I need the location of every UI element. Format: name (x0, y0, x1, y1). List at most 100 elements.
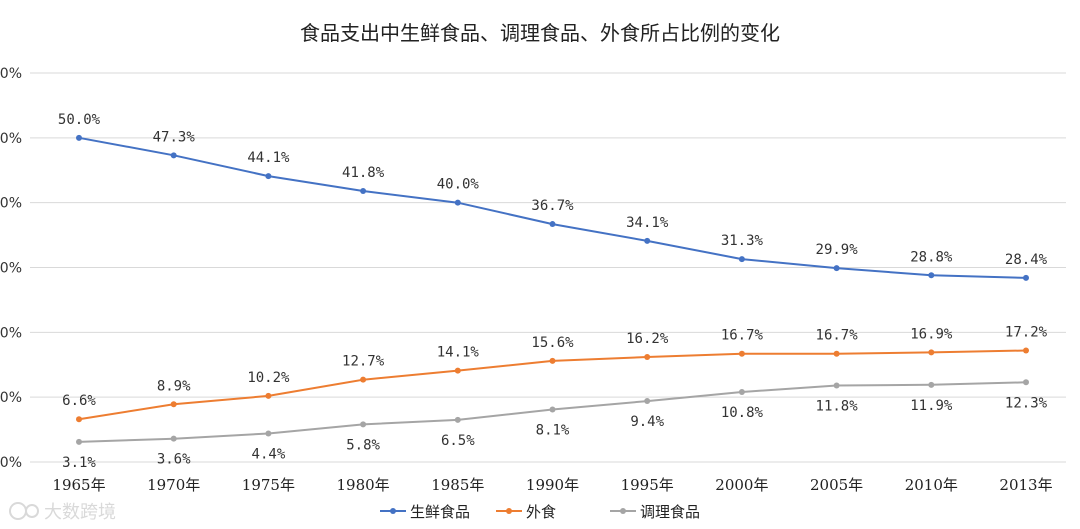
data-point (644, 237, 651, 244)
data-label: 12.7% (342, 354, 385, 370)
data-label: 47.3% (153, 129, 196, 145)
legend-label: 外食 (526, 503, 556, 521)
data-point (360, 187, 367, 194)
data-label: 16.7% (816, 328, 859, 344)
data-point (928, 381, 935, 388)
data-point (265, 430, 272, 437)
chart-title: 食品支出中生鲜食品、调理食品、外食所占比例的变化 (300, 21, 780, 45)
data-label: 6.6% (62, 393, 96, 409)
data-label: 34.1% (626, 215, 669, 231)
watermark-logo-icon (9, 502, 39, 520)
data-label: 29.9% (816, 242, 859, 258)
data-label: 16.7% (721, 328, 764, 344)
data-point (549, 221, 556, 228)
y-tick-label: 0% (0, 455, 22, 471)
data-label: 8.1% (536, 422, 570, 438)
watermark-text: 大数跨境 (44, 502, 116, 523)
data-label: 16.9% (910, 326, 953, 342)
data-point (549, 357, 556, 364)
x-tick-label: 1970年 (147, 476, 200, 494)
data-point (76, 416, 82, 423)
data-point (76, 438, 82, 445)
data-point (170, 152, 177, 159)
data-label: 50.0% (58, 112, 101, 128)
x-tick-label: 1985年 (431, 476, 484, 494)
data-label: 10.2% (247, 370, 290, 386)
data-point (928, 272, 935, 279)
data-label: 9.4% (630, 414, 664, 430)
data-label: 8.9% (157, 378, 191, 394)
x-tick-label: 2005年 (810, 476, 863, 494)
x-tick-label: 1995年 (621, 476, 674, 494)
data-label: 14.1% (437, 345, 480, 361)
data-point (738, 350, 745, 357)
data-label: 31.3% (721, 233, 764, 249)
y-tick-label: 0% (0, 66, 22, 82)
legend: 生鲜食品 外食 调理食品 (380, 503, 700, 521)
data-point (1023, 347, 1029, 354)
data-point (454, 367, 461, 374)
data-point (265, 392, 272, 399)
legend-marker (506, 508, 512, 514)
data-label: 10.8% (721, 405, 764, 421)
legend-label: 生鲜食品 (410, 503, 470, 521)
data-label: 15.6% (531, 335, 574, 351)
data-label: 3.1% (62, 455, 96, 471)
data-point (833, 382, 840, 389)
y-tick-label: 0% (0, 325, 22, 341)
data-label: 3.6% (157, 452, 191, 468)
y-tick-label: 0% (0, 261, 22, 277)
series-group (76, 134, 1029, 445)
data-point (833, 265, 840, 272)
x-tick-label: 1980年 (337, 476, 390, 494)
data-point (738, 256, 745, 263)
data-label: 5.8% (346, 437, 380, 453)
data-point (928, 349, 935, 356)
x-tick-label: 2010年 (905, 476, 958, 494)
watermark: 大数跨境 (9, 502, 116, 523)
legend-marker (620, 508, 626, 514)
data-label: 12.3% (1005, 395, 1048, 411)
data-point (549, 406, 556, 413)
data-point (76, 134, 82, 141)
y-tick-label: 0% (0, 390, 22, 406)
legend-label: 调理食品 (640, 503, 700, 521)
data-point (454, 199, 461, 206)
data-label: 16.2% (626, 331, 669, 347)
x-tick-label: 1965年 (52, 476, 105, 494)
data-point (1023, 274, 1029, 281)
x-axis-ticks: 1965年 1970年 1975年 1980年 1985年 1990年 1995年 2000年… (52, 476, 1052, 494)
data-point (265, 173, 272, 180)
data-label: 36.7% (531, 198, 574, 214)
x-tick-label: 1990年 (526, 476, 579, 494)
data-labels: 50.0% 47.3% 44.1% 41.8% 40.0% 36.7% 34.1% 31.3%… (58, 112, 1048, 471)
x-tick-label: 2013年 (999, 476, 1052, 494)
y-axis-ticks: 0% 0% 0% 0% 0% 0% 0% (0, 66, 22, 471)
x-tick-label: 2000年 (715, 476, 768, 494)
grid (30, 72, 1066, 463)
data-point (454, 416, 461, 423)
data-label: 17.2% (1005, 324, 1048, 340)
data-label: 11.9% (910, 398, 953, 414)
legend-marker (390, 508, 396, 514)
y-tick-label: 0% (0, 196, 22, 212)
data-label: 41.8% (342, 165, 385, 181)
x-tick-label: 1975年 (242, 476, 295, 494)
data-label: 4.4% (252, 446, 286, 462)
data-label: 40.0% (437, 177, 480, 193)
data-label: 28.4% (1005, 252, 1048, 268)
data-label: 44.1% (247, 150, 290, 166)
data-point (833, 350, 840, 357)
data-point (1023, 379, 1029, 386)
data-point (360, 376, 367, 383)
data-label: 6.5% (441, 433, 475, 449)
data-point (644, 398, 651, 405)
data-label: 11.8% (816, 398, 859, 414)
y-tick-label: 0% (0, 131, 22, 147)
data-point (360, 421, 367, 428)
data-point (170, 401, 177, 408)
data-point (738, 388, 745, 395)
data-point (170, 435, 177, 442)
data-point (644, 353, 651, 360)
